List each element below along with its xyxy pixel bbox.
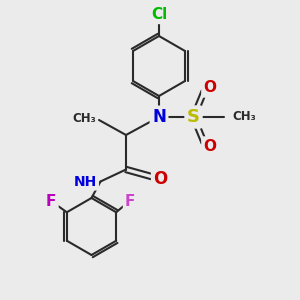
- Text: F: F: [46, 194, 56, 209]
- Text: O: O: [153, 169, 168, 188]
- Text: S: S: [187, 108, 200, 126]
- Text: O: O: [203, 139, 217, 154]
- Text: F: F: [125, 194, 136, 209]
- Text: NH: NH: [74, 175, 97, 188]
- Text: CH₃: CH₃: [72, 112, 96, 125]
- Text: CH₃: CH₃: [232, 110, 256, 124]
- Text: N: N: [152, 108, 166, 126]
- Text: O: O: [203, 80, 217, 95]
- Text: Cl: Cl: [151, 7, 167, 22]
